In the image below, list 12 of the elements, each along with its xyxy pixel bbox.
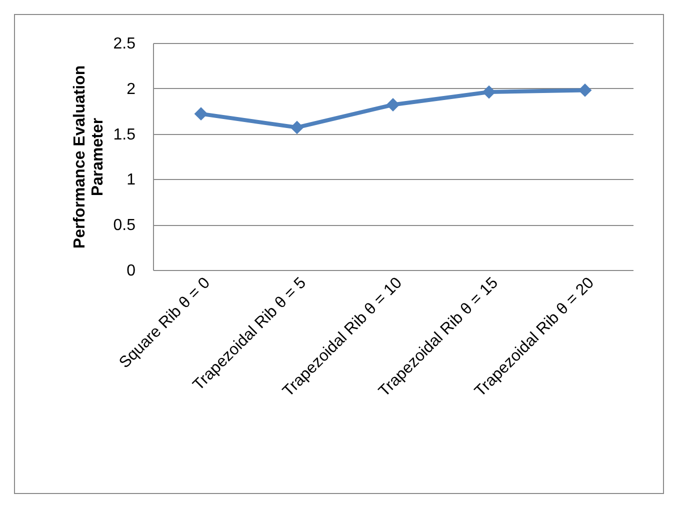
point xyxy=(578,84,592,97)
y-tick-label: 2.5 xyxy=(113,36,136,52)
y-tick-label: 1 xyxy=(126,172,136,189)
point xyxy=(290,120,304,134)
point xyxy=(482,85,496,99)
y-tick-label: 0 xyxy=(126,262,136,280)
y-axis-title: Performance Evaluation Parameter xyxy=(71,65,106,249)
point xyxy=(194,107,208,121)
y-tick-label: 2 xyxy=(126,80,136,98)
y-tick-label: 0.5 xyxy=(113,217,136,234)
point xyxy=(386,98,400,112)
y-tick-label: 1.5 xyxy=(113,126,136,144)
